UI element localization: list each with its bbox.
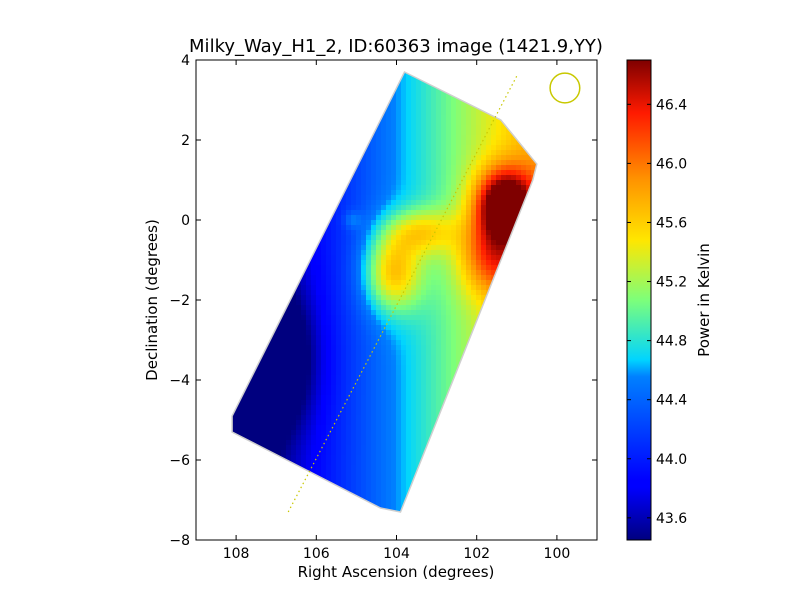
coverage-edge — [231, 70, 538, 513]
plot-area: 108 106 104 102 100 4 2 0 −2 −4 −6 −8 — [169, 53, 598, 562]
colorbar: 43.6 44.0 44.4 44.8 45.2 45.6 46.0 46.4 Power i… — [626, 59, 713, 541]
colorbar-tick-label: 46.0 — [656, 156, 687, 172]
colorbar-tick-label: 44.4 — [656, 393, 687, 409]
colorbar-tick-label: 44.8 — [656, 334, 687, 350]
y-tick-label: 0 — [181, 213, 190, 229]
y-tick-label: −4 — [169, 373, 190, 389]
colorbar-gradient — [626, 59, 652, 541]
x-tick-label: 102 — [463, 546, 490, 562]
x-axis-ticks: 108 106 104 102 100 — [223, 60, 571, 562]
scan-center-line — [287, 75, 518, 513]
colorbar-tick-label: 43.6 — [656, 511, 687, 527]
x-tick-label: 106 — [303, 546, 330, 562]
y-tick-label: −8 — [169, 533, 190, 549]
beam-size-circle — [549, 72, 581, 104]
colorbar-tick-label: 44.0 — [656, 452, 687, 468]
y-axis-ticks: 4 2 0 −2 −4 −6 −8 — [169, 53, 597, 549]
y-tick-label: 4 — [181, 53, 190, 69]
x-tick-label: 100 — [544, 546, 571, 562]
chart-title: Milky_Way_H1_2, ID:60363 image (1421.9,Y… — [189, 36, 603, 57]
x-tick-label: 104 — [383, 546, 410, 562]
y-tick-label: −6 — [169, 453, 190, 469]
y-axis-label: Declination (degrees) — [143, 219, 161, 381]
y-tick-label: 2 — [181, 133, 190, 149]
y-tick-label: −2 — [169, 293, 190, 309]
colorbar-label: Power in Kelvin — [695, 243, 713, 357]
colorbar-tick-label: 45.2 — [656, 275, 687, 291]
colorbar-ticks: 43.6 44.0 44.4 44.8 45.2 45.6 46.0 46.4 — [627, 97, 687, 527]
colorbar-tick-label: 46.4 — [656, 97, 687, 113]
x-axis-label: Right Ascension (degrees) — [298, 563, 495, 581]
colorbar-tick-label: 45.6 — [656, 215, 687, 231]
x-tick-label: 108 — [223, 546, 250, 562]
